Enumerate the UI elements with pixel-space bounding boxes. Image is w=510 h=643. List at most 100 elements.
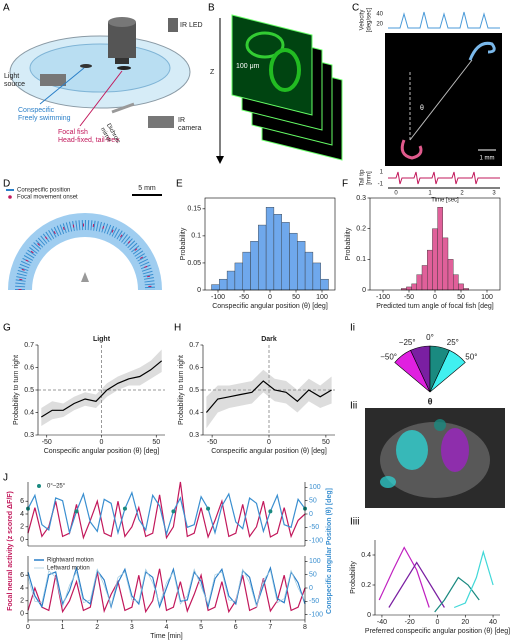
panel-label: F bbox=[342, 179, 348, 190]
panel-label: B bbox=[208, 3, 215, 14]
bar bbox=[258, 224, 267, 291]
bar bbox=[250, 241, 259, 291]
bar bbox=[312, 262, 321, 291]
confidence-band bbox=[41, 349, 162, 426]
y-tick-label: 0.3 bbox=[24, 432, 34, 439]
marker bbox=[74, 509, 79, 514]
x-tick-label: -20 bbox=[405, 619, 415, 626]
bar bbox=[421, 265, 428, 291]
label: source bbox=[4, 81, 25, 88]
bar bbox=[406, 286, 412, 291]
z-arrow bbox=[216, 156, 224, 164]
y-tick-label: 0 bbox=[197, 287, 201, 294]
y-axis-label: Probability to turn right bbox=[178, 355, 185, 425]
x-tick-label: 0 bbox=[436, 619, 440, 626]
series-line bbox=[388, 561, 445, 608]
label: Focal fish bbox=[58, 129, 88, 136]
x-tick-label: 4 bbox=[165, 624, 169, 631]
x-tick-label: 7 bbox=[268, 624, 272, 631]
x-axis-label: Conspecific angular position (θ) [deg] bbox=[211, 448, 327, 455]
y-tick-label: 0.6 bbox=[24, 364, 34, 371]
teal-neurons bbox=[434, 419, 446, 431]
y-tick-label: 0.2 bbox=[361, 582, 371, 589]
legend-marker bbox=[37, 484, 41, 488]
bar bbox=[427, 249, 433, 291]
angle-label: −50° bbox=[380, 352, 397, 361]
bar bbox=[219, 278, 228, 291]
bar bbox=[234, 262, 243, 291]
tick-label: 1 bbox=[428, 191, 432, 197]
cyan-neurons bbox=[396, 430, 428, 470]
tick-label: 3 bbox=[492, 191, 496, 197]
bar bbox=[432, 228, 438, 291]
y2-tick-label: 50 bbox=[309, 572, 317, 579]
legend-label: Focal movement onset bbox=[17, 195, 78, 201]
theta: θ bbox=[428, 396, 433, 406]
series-line bbox=[205, 380, 332, 413]
angle-label: 25° bbox=[447, 338, 459, 347]
x-tick-label: -50 bbox=[42, 439, 52, 446]
y-tick-label: 0.3 bbox=[356, 195, 366, 202]
x-tick-label: -40 bbox=[377, 619, 387, 626]
y2-tick-label: 0 bbox=[309, 511, 313, 518]
y-tick-label: 4 bbox=[20, 511, 24, 518]
y-tick-label: 0.1 bbox=[356, 256, 366, 263]
y-tick-label: 6 bbox=[20, 498, 24, 505]
x-tick-label: 5 bbox=[199, 624, 203, 631]
y-tick-label: 0.1 bbox=[191, 233, 201, 240]
x-tick-label: -50 bbox=[239, 294, 249, 301]
y-tick-label: 2 bbox=[20, 598, 24, 605]
chart-title: Light bbox=[93, 336, 111, 343]
position-map: Conspecific position Focal movement onse… bbox=[6, 185, 162, 291]
legend-label: Conspecific position bbox=[17, 188, 70, 194]
setup-schematic: Light source IR LED Conspecific Freely s… bbox=[4, 17, 203, 145]
y-tick-label: 0.5 bbox=[189, 387, 199, 394]
bar bbox=[226, 270, 236, 291]
x-tick-label: 0 bbox=[100, 439, 104, 446]
y-tick-label: 0.5 bbox=[24, 387, 34, 394]
tail-trace bbox=[388, 171, 500, 185]
x-tick-label: 8 bbox=[303, 624, 307, 631]
legend-label: Rightward motion bbox=[47, 558, 94, 564]
y-tick-label: 0.4 bbox=[24, 409, 34, 416]
tick-label: 1 bbox=[380, 170, 384, 176]
label: Light bbox=[4, 73, 19, 80]
y-tick-label: 0.15 bbox=[187, 206, 201, 213]
tracking-panel: 40 20 Velocity [deg/sec] θ 1 mm 1 -1 Tai… bbox=[360, 7, 502, 204]
bar bbox=[447, 259, 454, 291]
ir-camera-box bbox=[148, 116, 174, 128]
x-axis-label: Time [min] bbox=[150, 633, 182, 640]
angle-fan: θ −50°−25° 0° 25° 50° bbox=[380, 333, 477, 406]
y-tick-label: 0.6 bbox=[189, 364, 199, 371]
texture bbox=[269, 48, 301, 92]
y2-tick-label: 100 bbox=[309, 484, 321, 491]
pointer bbox=[79, 70, 123, 127]
panel-label: Ii bbox=[350, 323, 355, 334]
bar bbox=[265, 206, 275, 291]
x-tick-label: 20 bbox=[461, 619, 469, 626]
x-tick-label: -50 bbox=[404, 294, 414, 301]
dichroic-mirror bbox=[111, 102, 135, 114]
y2-tick-label: -100 bbox=[309, 538, 323, 545]
bar bbox=[242, 251, 251, 291]
series-line bbox=[27, 481, 306, 540]
series-line bbox=[27, 490, 306, 537]
marker bbox=[268, 509, 273, 514]
y-tick-label: 0.7 bbox=[24, 342, 34, 349]
y2-tick-label: -100 bbox=[309, 612, 323, 619]
confidence-band bbox=[206, 369, 332, 429]
bar bbox=[442, 237, 449, 291]
legend-marker bbox=[8, 195, 12, 199]
conspecific-fish bbox=[468, 41, 496, 61]
axis-label: Velocity bbox=[360, 10, 366, 31]
x-tick-label: 3 bbox=[130, 624, 134, 631]
tick-label: 40 bbox=[376, 12, 383, 18]
label: Freely swimming bbox=[18, 115, 71, 122]
ir-led bbox=[168, 18, 178, 32]
light-source-box bbox=[40, 74, 66, 86]
y2-axis-label: Conspecific angular Position (θ) [deg] bbox=[326, 488, 333, 614]
x-tick-label: 50 bbox=[292, 294, 300, 301]
axis-label: Tail tip bbox=[360, 169, 366, 187]
x-tick-label: 50 bbox=[457, 294, 465, 301]
bar bbox=[289, 232, 298, 291]
